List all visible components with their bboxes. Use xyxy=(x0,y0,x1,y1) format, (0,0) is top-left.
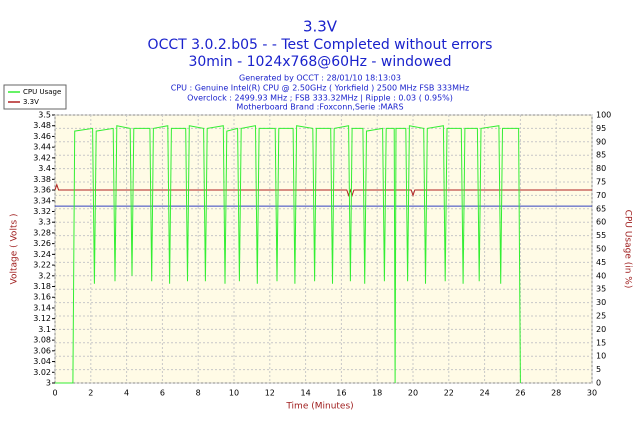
y2-tick-label: 0 xyxy=(596,379,601,388)
y-axis-label: Voltage ( Volts ) xyxy=(10,213,20,284)
y-tick-label: 3.5 xyxy=(38,111,51,120)
y-tick-label: 3.2 xyxy=(38,271,51,280)
y2-tick-label: 65 xyxy=(596,204,606,213)
x-tick-label: 6 xyxy=(160,389,165,398)
x-tick-label: 26 xyxy=(515,389,525,398)
y-tick-label: 3.04 xyxy=(33,357,51,366)
y2-tick-label: 60 xyxy=(596,218,606,227)
x-tick-label: 14 xyxy=(301,389,311,398)
y2-tick-label: 35 xyxy=(596,285,606,294)
chart-title: 3.3V xyxy=(303,18,338,36)
y-tick-label: 3.08 xyxy=(33,336,51,345)
y-tick-label: 3.18 xyxy=(33,282,51,291)
x-tick-label: 12 xyxy=(265,389,275,398)
y-tick-label: 3.48 xyxy=(33,121,51,130)
info-line: Motherboard Brand :Foxconn,Serie :MARS xyxy=(236,103,403,112)
y2-tick-label: 50 xyxy=(596,245,606,254)
y-tick-label: 3.26 xyxy=(33,239,51,248)
x-tick-label: 28 xyxy=(551,389,561,398)
y-tick-label: 3.44 xyxy=(33,143,51,152)
y2-tick-label: 20 xyxy=(596,325,606,334)
y-tick-label: 3.24 xyxy=(33,250,51,259)
x-tick-label: 0 xyxy=(52,389,57,398)
y2-tick-label: 55 xyxy=(596,231,606,240)
info-line: Generated by OCCT : 28/01/10 18:13:03 xyxy=(239,74,401,83)
info-line: CPU : Genuine Intel(R) CPU @ 2.50GHz ( Y… xyxy=(171,84,470,93)
y2-tick-label: 70 xyxy=(596,191,606,200)
y-tick-label: 3.34 xyxy=(33,196,51,205)
x-tick-label: 22 xyxy=(444,389,454,398)
chart-subtitle: 30min - 1024x768@60Hz - windowed xyxy=(188,54,451,70)
y-tick-label: 3.42 xyxy=(33,153,51,162)
y2-tick-label: 90 xyxy=(596,137,606,146)
y-tick-label: 3.46 xyxy=(33,132,51,141)
y2-tick-label: 85 xyxy=(596,151,606,160)
y-tick-label: 3.32 xyxy=(33,207,51,216)
y-tick-label: 3.12 xyxy=(33,314,51,323)
y2-tick-label: 75 xyxy=(596,178,606,187)
legend-label: 3.3V xyxy=(23,98,39,106)
y-tick-label: 3.16 xyxy=(33,293,51,302)
x-tick-label: 10 xyxy=(229,389,239,398)
y-tick-label: 3.1 xyxy=(38,325,51,334)
chart-subtitle: OCCT 3.0.2.b05 - - Test Completed withou… xyxy=(148,37,493,53)
series-line xyxy=(55,125,521,384)
y2-tick-label: 15 xyxy=(596,338,606,347)
y-tick-label: 3.36 xyxy=(33,186,51,195)
y2-tick-label: 40 xyxy=(596,271,606,280)
y-tick-label: 3.22 xyxy=(33,261,51,270)
legend-box xyxy=(3,84,67,110)
y2-tick-label: 45 xyxy=(596,258,606,267)
y-tick-label: 3.14 xyxy=(33,303,51,312)
y2-tick-label: 30 xyxy=(596,298,606,307)
y-tick-label: 3 xyxy=(46,379,51,388)
y-tick-label: 3.3 xyxy=(38,218,51,227)
x-tick-label: 16 xyxy=(336,389,346,398)
x-tick-label: 4 xyxy=(124,389,129,398)
y2-axis-label: CPU Usage (in %) xyxy=(623,210,633,289)
legend-label: CPU Usage xyxy=(23,88,61,96)
x-tick-label: 20 xyxy=(408,389,418,398)
info-line: Overclock : 2499.93 MHz ; FSB 333.32MHz … xyxy=(187,94,453,103)
x-tick-label: 24 xyxy=(480,389,490,398)
x-tick-label: 8 xyxy=(196,389,201,398)
y2-tick-label: 25 xyxy=(596,312,606,321)
y2-tick-label: 5 xyxy=(596,365,601,374)
x-tick-label: 18 xyxy=(372,389,382,398)
x-tick-label: 2 xyxy=(88,389,93,398)
y-tick-label: 3.38 xyxy=(33,175,51,184)
y2-tick-label: 100 xyxy=(596,111,611,120)
y-tick-label: 3.28 xyxy=(33,228,51,237)
series-line xyxy=(54,183,592,198)
y-tick-label: 3.4 xyxy=(38,164,51,173)
y2-tick-label: 95 xyxy=(596,124,606,133)
y2-tick-label: 80 xyxy=(596,164,606,173)
y2-tick-label: 10 xyxy=(596,352,606,361)
x-axis-label: Time (Minutes) xyxy=(285,402,353,412)
x-tick-label: 30 xyxy=(587,389,597,398)
y-tick-label: 3.06 xyxy=(33,346,51,355)
y-tick-label: 3.02 xyxy=(33,368,51,377)
